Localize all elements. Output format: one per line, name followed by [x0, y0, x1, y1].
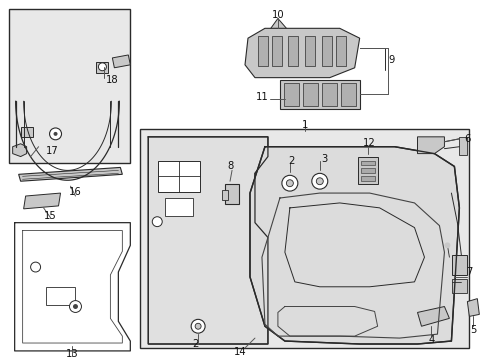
Text: 14: 14: [233, 347, 246, 357]
Circle shape: [53, 132, 58, 136]
Text: 9: 9: [387, 55, 394, 65]
Polygon shape: [19, 167, 122, 181]
Circle shape: [191, 319, 204, 333]
Bar: [458, 137, 467, 154]
Text: 1: 1: [301, 120, 307, 130]
Bar: [357, 157, 377, 184]
Circle shape: [316, 178, 323, 185]
Circle shape: [49, 128, 61, 140]
Text: 8: 8: [226, 161, 233, 171]
Circle shape: [73, 304, 78, 309]
Bar: [284, 82, 298, 106]
Bar: [222, 190, 227, 200]
Text: 18: 18: [106, 75, 119, 85]
Bar: [360, 161, 374, 166]
Bar: [321, 82, 336, 106]
Circle shape: [281, 175, 297, 191]
Text: 4: 4: [427, 335, 434, 345]
Polygon shape: [279, 80, 359, 109]
Polygon shape: [417, 306, 448, 326]
Polygon shape: [244, 28, 359, 78]
Polygon shape: [417, 137, 444, 154]
Text: 3: 3: [321, 153, 327, 163]
Circle shape: [98, 63, 106, 71]
Text: 13: 13: [66, 349, 79, 359]
Text: 7: 7: [465, 267, 471, 277]
Text: 11: 11: [255, 93, 268, 102]
Bar: [451, 255, 467, 275]
Bar: [158, 161, 200, 192]
Polygon shape: [23, 193, 61, 209]
Polygon shape: [20, 127, 33, 137]
Polygon shape: [112, 55, 130, 68]
Text: 16: 16: [69, 187, 81, 197]
Bar: [321, 36, 331, 66]
Circle shape: [31, 262, 41, 272]
Text: 12: 12: [363, 138, 375, 148]
Text: 10: 10: [271, 9, 284, 19]
Bar: [258, 36, 267, 66]
Text: 15: 15: [44, 211, 57, 221]
Bar: [287, 36, 297, 66]
Bar: [165, 198, 193, 216]
Circle shape: [152, 217, 162, 226]
Bar: [224, 184, 239, 204]
Polygon shape: [267, 18, 289, 32]
Circle shape: [195, 323, 201, 329]
Bar: [9, 9, 130, 163]
Circle shape: [444, 242, 449, 248]
Bar: [304, 36, 314, 66]
Polygon shape: [13, 144, 26, 157]
Polygon shape: [148, 137, 267, 344]
Bar: [140, 129, 468, 348]
Polygon shape: [249, 147, 458, 344]
Bar: [340, 82, 355, 106]
Circle shape: [286, 180, 293, 186]
Bar: [335, 36, 345, 66]
Text: 17: 17: [46, 146, 59, 156]
Polygon shape: [467, 299, 478, 316]
Bar: [45, 287, 75, 305]
Bar: [271, 36, 281, 66]
Circle shape: [69, 301, 81, 312]
Bar: [302, 82, 317, 106]
Text: 2: 2: [288, 156, 294, 166]
Bar: [360, 168, 374, 173]
Bar: [451, 279, 467, 293]
Bar: [96, 62, 108, 73]
Circle shape: [311, 173, 327, 189]
Bar: [360, 176, 374, 181]
Text: 2: 2: [192, 339, 198, 349]
Text: 6: 6: [463, 134, 469, 144]
Text: 5: 5: [469, 325, 476, 335]
